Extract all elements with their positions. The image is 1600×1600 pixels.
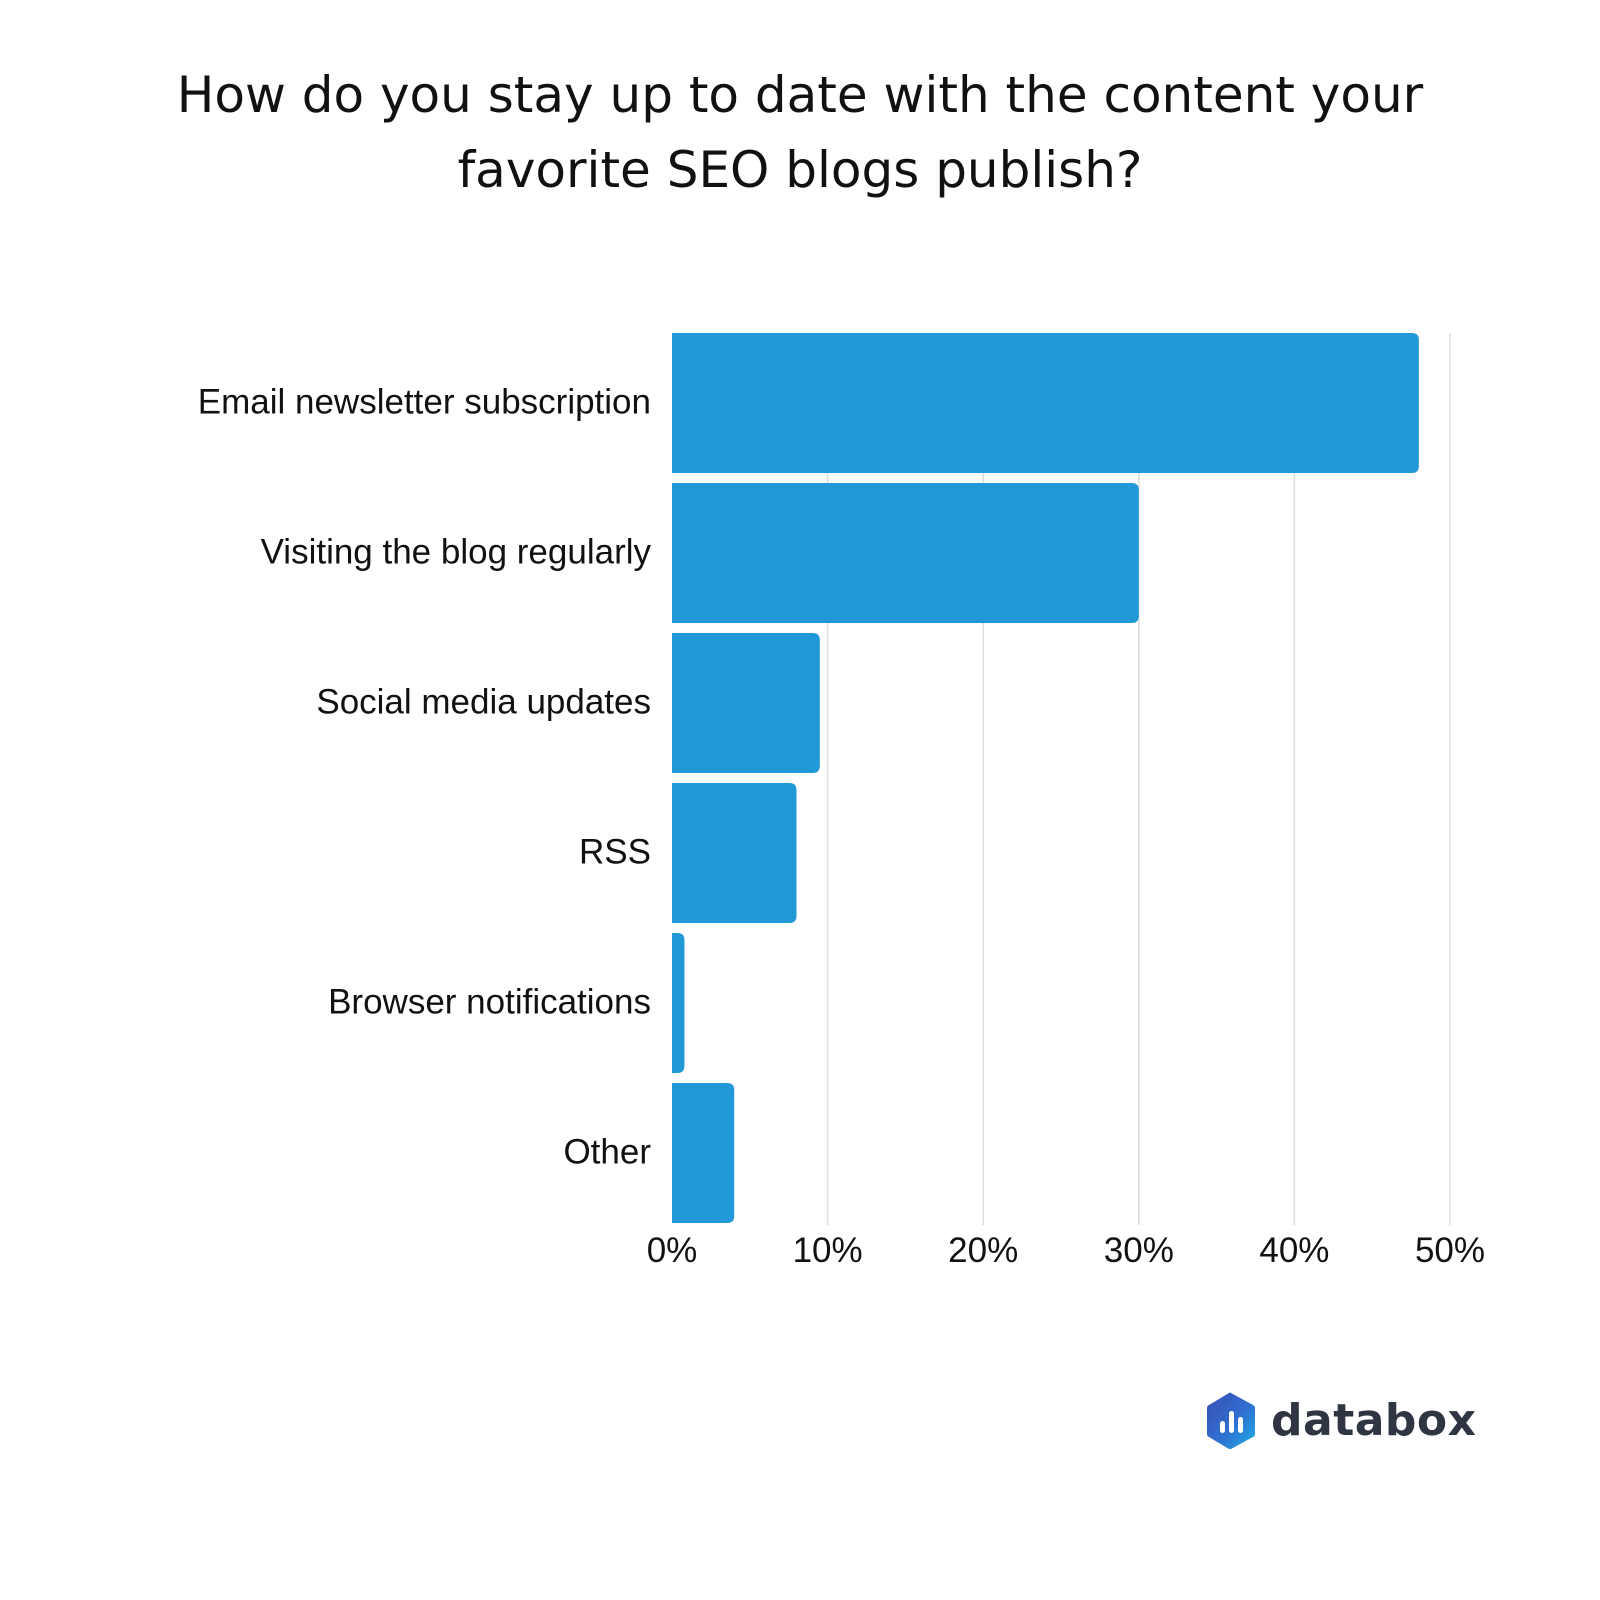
gridlines [826,333,1451,1225]
chart-title-line-1: How do you stay up to date with the cont… [176,66,1424,124]
category-labels: Email newsletter subscription Visiting th… [198,382,652,1171]
category-label-email-newsletter-subscription: Email newsletter subscription [198,382,651,421]
databox-logo: databox [1205,1390,1477,1452]
bar-visiting-the-blog-regularly [672,483,1139,623]
tick-label-0: 0% [647,1231,698,1270]
x-axis-tick-labels: 0% 10% 20% 30% 40% 50% [647,1231,1485,1270]
databox-hexagon-logo-icon [1207,1392,1255,1449]
bar-rss [672,783,797,923]
bar-email-newsletter-subscription [672,333,1419,473]
tick-label-10: 10% [793,1231,863,1270]
tick-label-30: 30% [1104,1231,1174,1270]
brand-name: databox [1271,1395,1477,1446]
category-label-browser-notifications: Browser notifications [328,982,651,1021]
bar-other [672,1083,735,1223]
bar-social-media-updates [672,633,820,773]
bars [672,333,1419,1223]
tick-label-50: 50% [1415,1231,1485,1270]
category-label-visiting-the-blog-regularly: Visiting the blog regularly [261,532,652,571]
chart-title: How do you stay up to date with the cont… [100,58,1500,208]
chart-title-line-2: favorite SEO blogs publish? [457,141,1143,199]
category-label-other: Other [563,1132,651,1171]
tick-label-20: 20% [948,1231,1018,1270]
category-label-rss: RSS [579,832,651,871]
tick-label-40: 40% [1259,1231,1329,1270]
category-label-social-media-updates: Social media updates [316,682,651,721]
bar-browser-notifications [672,933,685,1073]
